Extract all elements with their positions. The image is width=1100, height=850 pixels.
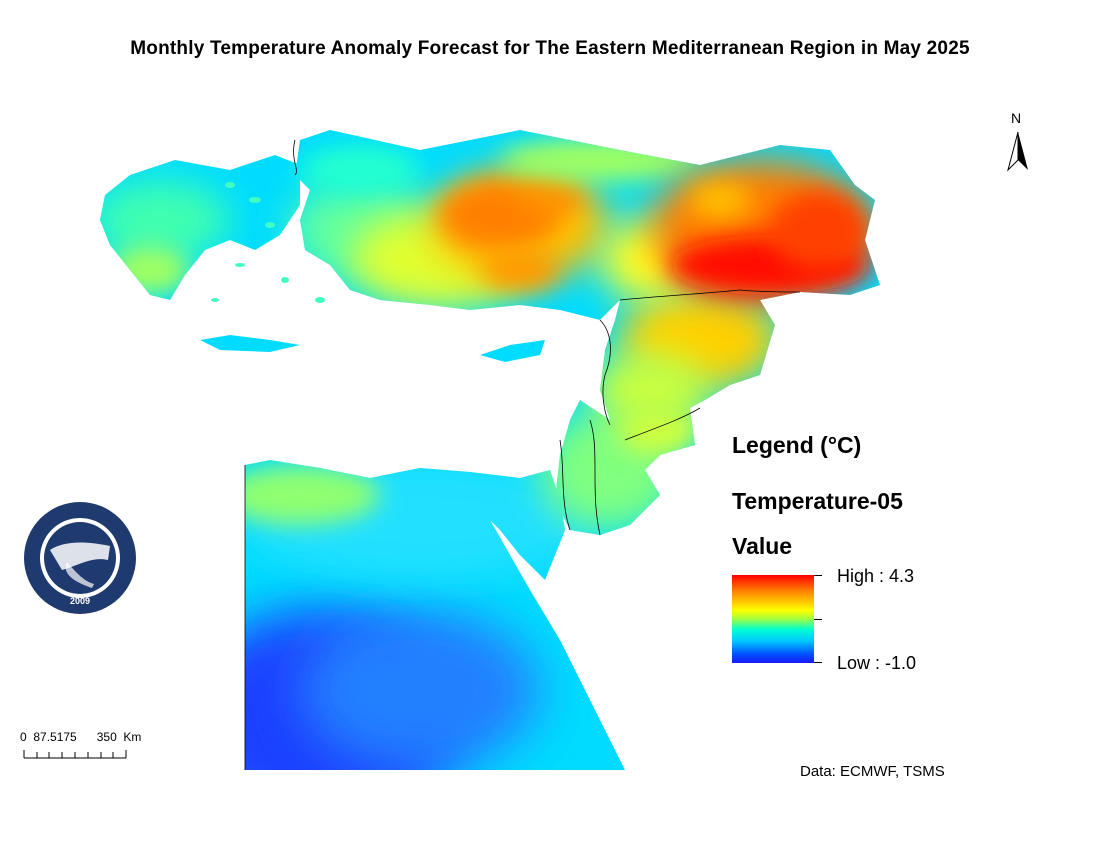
legend-layer-name: Temperature-05 bbox=[732, 488, 903, 514]
legend-high-label: High : 4.3 bbox=[837, 566, 915, 586]
legend-low-label: Low : -1.0 bbox=[837, 653, 917, 673]
aegean-islands bbox=[211, 182, 325, 303]
legend-tick-low bbox=[814, 662, 822, 663]
legend-tick-mid bbox=[814, 619, 822, 620]
legend-heading: Legend (°C) bbox=[732, 432, 862, 458]
north-label: N bbox=[1011, 110, 1022, 126]
emcc-logo: 2009 bbox=[24, 502, 136, 614]
north-arrow-icon bbox=[1007, 131, 1028, 172]
data-credits: Data: ECMWF, TSMS bbox=[800, 763, 945, 780]
country-borders bbox=[244, 139, 801, 770]
legend-color-ramp bbox=[732, 575, 814, 663]
scale-bar bbox=[23, 750, 127, 759]
legend-tick-high bbox=[814, 575, 822, 576]
logo-year: 2009 bbox=[70, 596, 90, 606]
legend-field-name: Value bbox=[732, 533, 793, 559]
map-title: Monthly Temperature Anomaly Forecast for… bbox=[130, 38, 970, 59]
scale-bar-label: 0 87.5175 350 Km bbox=[20, 730, 142, 744]
